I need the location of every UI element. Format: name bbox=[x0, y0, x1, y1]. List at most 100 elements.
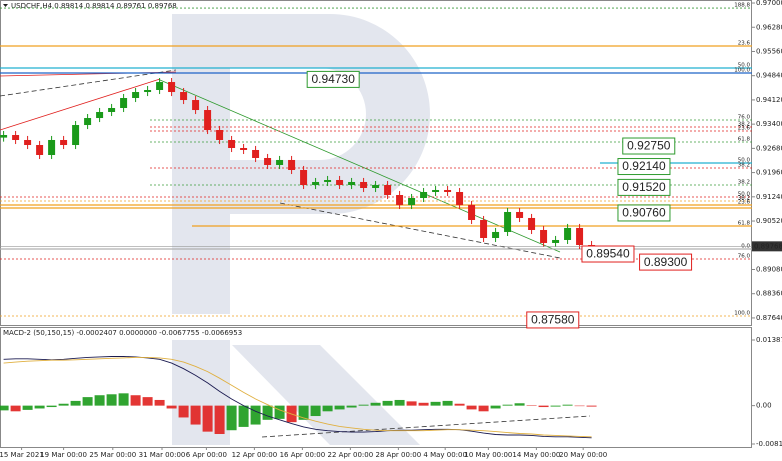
x-tick-label: 4 May 00:00 bbox=[423, 451, 467, 459]
histogram-bar bbox=[202, 405, 213, 432]
target-box: 0.92750 bbox=[622, 137, 676, 155]
histogram-bar bbox=[322, 405, 333, 412]
histogram-bar bbox=[466, 405, 477, 410]
histogram-bar bbox=[562, 404, 573, 406]
candle-body bbox=[324, 179, 332, 182]
histogram-bar bbox=[178, 405, 189, 418]
candle-body bbox=[288, 159, 296, 171]
candle-body bbox=[264, 157, 272, 165]
candle-body bbox=[156, 82, 164, 90]
histogram-bar bbox=[514, 403, 525, 406]
candle-body bbox=[336, 179, 344, 186]
histogram-bar bbox=[358, 404, 369, 406]
fib-level-label: 38.2 bbox=[738, 162, 750, 168]
histogram-bar bbox=[262, 405, 273, 420]
fib-level-label: 50.0 bbox=[738, 63, 751, 69]
watermark bbox=[172, 14, 430, 445]
x-tick-label: 10 May 00:00 bbox=[464, 451, 512, 459]
last-price-label: 0.89768 bbox=[754, 242, 782, 250]
histogram-bar bbox=[550, 405, 561, 407]
x-tick-label: 28 Apr 00:00 bbox=[376, 451, 422, 459]
fib-level-label: 76.0 bbox=[738, 253, 751, 259]
x-tick-label: 25 Mar 00:00 bbox=[89, 451, 136, 459]
candle-body bbox=[216, 130, 224, 140]
target-box-label: 0.87580 bbox=[531, 313, 575, 327]
histogram-bar bbox=[190, 405, 201, 425]
histogram-bar bbox=[82, 397, 93, 406]
target-box-frame bbox=[617, 158, 671, 176]
fib-level-label: 61.8 bbox=[738, 220, 751, 226]
candle-body bbox=[552, 239, 560, 243]
target-box-frame bbox=[581, 245, 635, 263]
histogram-bar bbox=[586, 405, 597, 407]
y-tick-label: 0.87640 bbox=[756, 314, 782, 322]
trend-line bbox=[279, 202, 561, 259]
candle-body bbox=[300, 170, 308, 186]
candle-body bbox=[36, 145, 44, 155]
histogram-bar bbox=[238, 405, 249, 427]
y-tick-label: -0.0081137 bbox=[756, 440, 782, 448]
candle-body bbox=[444, 189, 452, 193]
histogram-bar bbox=[346, 405, 357, 408]
histogram-bar bbox=[118, 393, 129, 406]
target-box: 0.92140 bbox=[617, 158, 671, 176]
candle-body bbox=[360, 181, 368, 189]
histogram-bar bbox=[70, 400, 81, 406]
histogram-bar bbox=[418, 402, 429, 406]
x-tick-label: 22 Apr 00:00 bbox=[328, 451, 374, 459]
candle-body bbox=[72, 125, 80, 146]
candle-body bbox=[24, 139, 32, 146]
candle-body bbox=[276, 159, 284, 165]
histogram-bar bbox=[442, 400, 453, 406]
histogram-bar bbox=[502, 404, 513, 406]
histogram-bar bbox=[478, 405, 489, 412]
target-box: 0.90760 bbox=[617, 204, 671, 222]
watermark-stem bbox=[172, 14, 230, 314]
candle-body bbox=[60, 139, 68, 146]
candle-body bbox=[168, 82, 176, 93]
candle-body bbox=[516, 211, 524, 218]
candle-body bbox=[240, 147, 248, 150]
fib-level-label: 100.0 bbox=[734, 310, 750, 316]
watermark-leg bbox=[232, 345, 420, 445]
target-box-frame bbox=[306, 70, 360, 88]
histogram-bar bbox=[250, 405, 261, 425]
menu-arrow[interactable] bbox=[3, 4, 8, 7]
y-tick-label: 0.0138791 bbox=[756, 336, 782, 344]
target-box-frame bbox=[622, 137, 676, 155]
histogram-bar bbox=[490, 405, 501, 409]
fib-level-label: 188.8 bbox=[734, 3, 750, 9]
x-tick-label: 15 Mar 2021 bbox=[0, 451, 44, 459]
target-box: 0.91520 bbox=[617, 178, 671, 196]
trend-line bbox=[0, 69, 177, 97]
fib-level-label: 76.0 bbox=[738, 115, 751, 121]
candle-body bbox=[540, 229, 548, 243]
target-box-label: 0.89300 bbox=[644, 255, 688, 269]
histogram-bar bbox=[574, 405, 585, 407]
candle-body bbox=[384, 185, 392, 195]
candle-body bbox=[192, 100, 200, 111]
candle-body bbox=[144, 89, 152, 93]
histogram-bar bbox=[58, 403, 69, 406]
candle-body bbox=[312, 181, 320, 186]
target-box-frame bbox=[639, 253, 693, 271]
fib-level-label: 50.0 bbox=[738, 191, 751, 197]
candle-body bbox=[456, 192, 464, 205]
x-tick-label: 14 May 00:00 bbox=[512, 451, 560, 459]
candle-body bbox=[492, 231, 500, 238]
candle-body bbox=[420, 192, 428, 198]
histogram-bar bbox=[0, 405, 9, 411]
x-tick-label: 19 Mar 00:00 bbox=[40, 451, 87, 459]
target-box-label: 0.92140 bbox=[622, 159, 666, 173]
histogram-bar bbox=[34, 405, 45, 409]
x-tick-label: 20 May 00:00 bbox=[559, 451, 607, 459]
candle-body bbox=[48, 139, 56, 155]
